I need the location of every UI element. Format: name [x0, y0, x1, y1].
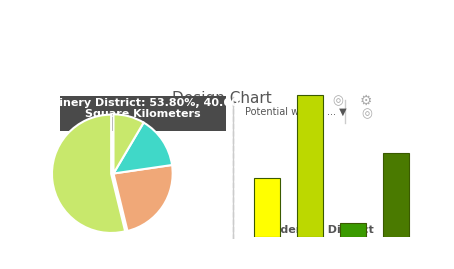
Text: ◎: ◎	[333, 94, 344, 107]
Wedge shape	[114, 165, 173, 231]
Bar	[340, 223, 366, 237]
Text: Residential District: Residential District	[254, 225, 374, 235]
Bar	[297, 95, 323, 237]
Text: ×: ×	[396, 48, 407, 62]
Text: ≡: ≡	[63, 45, 79, 65]
Bar	[383, 153, 409, 237]
Wedge shape	[52, 115, 125, 233]
FancyBboxPatch shape	[60, 95, 226, 131]
Bar	[254, 178, 280, 237]
Wedge shape	[114, 123, 172, 174]
Text: ❮: ❮	[57, 164, 70, 179]
Text: Design Chart: Design Chart	[172, 91, 272, 106]
Text: ─: ─	[363, 50, 370, 60]
Text: ⚙: ⚙	[360, 94, 373, 108]
Wedge shape	[114, 114, 143, 174]
Text: ◎: ◎	[361, 107, 372, 120]
Text: Dashboard ▼: Dashboard ▼	[188, 48, 278, 62]
Text: Potential winery ... ▼: Potential winery ... ▼	[245, 107, 347, 117]
Text: □: □	[379, 50, 389, 60]
Text: ❯: ❯	[395, 164, 408, 179]
Polygon shape	[134, 130, 155, 139]
Text: Winery District: 53.80%, 40.60
Square Kilometers: Winery District: 53.80%, 40.60 Square Ki…	[47, 98, 239, 119]
